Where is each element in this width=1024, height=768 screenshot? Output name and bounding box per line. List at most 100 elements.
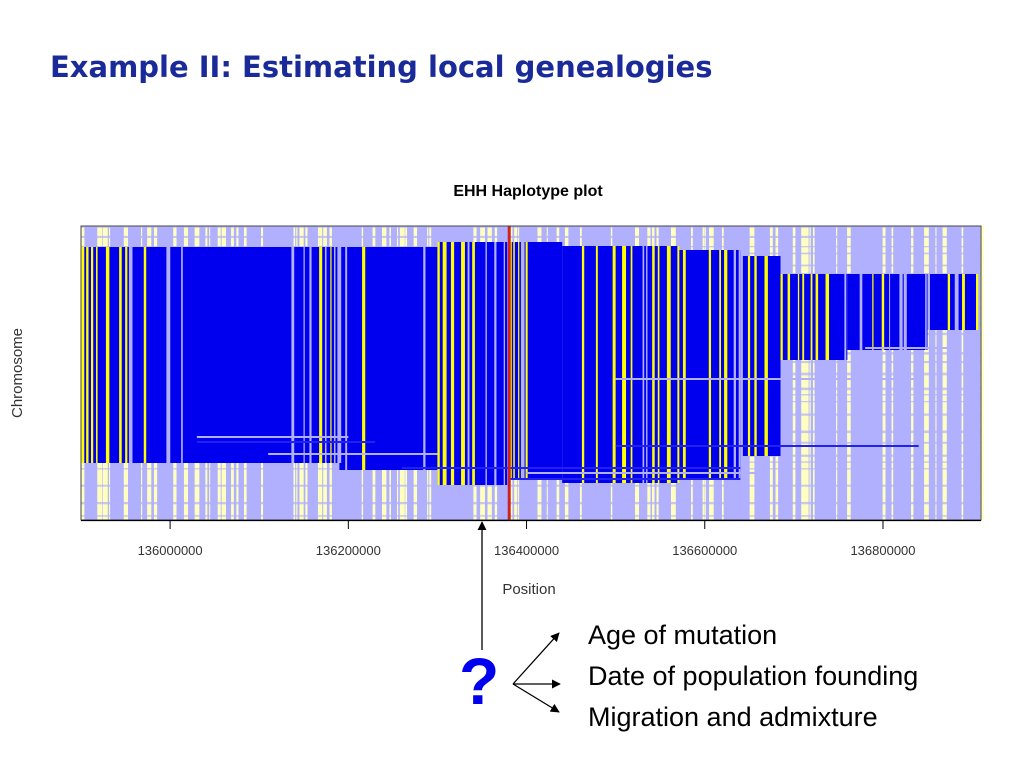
- core-snp-marker: [507, 226, 511, 520]
- variant-site-column: [872, 274, 874, 350]
- variant-site-column: [976, 274, 979, 330]
- variant-site-column: [889, 274, 891, 350]
- variant-site-column: [595, 246, 598, 483]
- variant-site-column: [525, 242, 528, 480]
- breakpoint-line: [615, 378, 919, 380]
- variant-site-column: [859, 274, 863, 350]
- variant-site-column: [362, 247, 366, 470]
- y-axis-label: Chromosome: [9, 328, 26, 418]
- variant-site-column: [844, 274, 847, 360]
- variant-site-column: [96, 247, 98, 463]
- variant-site-column: [954, 274, 959, 330]
- haplotype-segment: [339, 247, 438, 470]
- x-tick-label: 136800000: [850, 543, 915, 558]
- variant-site-column: [612, 246, 616, 483]
- variant-site-column: [309, 247, 312, 463]
- variant-site-column: [467, 242, 470, 485]
- variant-site-column: [815, 274, 819, 360]
- variant-site-column: [642, 246, 645, 483]
- variant-site-column: [677, 246, 680, 483]
- variant-site-column: [747, 256, 751, 456]
- breakpoint-line: [865, 347, 955, 349]
- haplotype-segment: [927, 274, 977, 330]
- variant-site-column: [520, 242, 525, 480]
- breakpoint-line: [526, 472, 759, 474]
- variant-site-column: [724, 250, 728, 478]
- question-mark-icon: ?: [459, 644, 500, 718]
- variant-site-column: [657, 246, 660, 483]
- variant-texture-column: [980, 226, 984, 520]
- x-tick-label: 136400000: [494, 543, 559, 558]
- variant-site-column: [450, 242, 455, 485]
- x-axis-label: Position: [502, 581, 555, 598]
- outcome-migration-admixture: Migration and admixture: [588, 702, 878, 732]
- variant-site-column: [764, 256, 768, 456]
- variant-site-column: [461, 242, 465, 485]
- variant-site-column: [324, 247, 327, 463]
- variant-site-column: [442, 242, 447, 485]
- variant-site-column: [513, 242, 515, 480]
- variant-site-column: [881, 274, 885, 350]
- slide-title: Example II: Estimating local genealogies: [50, 50, 713, 84]
- variant-site-column: [337, 247, 342, 463]
- haplotype-breakpoints: [196, 347, 955, 480]
- variant-site-column: [181, 247, 183, 463]
- breakpoint-line: [508, 478, 741, 480]
- variant-site-column: [899, 274, 903, 350]
- x-tick-label: 136200000: [316, 543, 381, 558]
- variant-site-column: [947, 274, 951, 330]
- variant-site-column: [666, 246, 671, 483]
- haplotype-row-stripe: [81, 235, 981, 238]
- variant-site-column: [472, 242, 475, 485]
- breakpoint-line: [615, 445, 919, 447]
- variant-site-column: [90, 247, 94, 463]
- x-tick-label: 136600000: [672, 543, 737, 558]
- variant-site-column: [334, 247, 336, 463]
- variant-site-column: [780, 274, 783, 360]
- breakpoint-line: [196, 436, 349, 438]
- variant-site-column: [733, 250, 736, 478]
- outcome-age-of-mutation: Age of mutation: [588, 620, 778, 650]
- variant-site-column: [925, 274, 927, 350]
- variant-site-column: [437, 242, 440, 485]
- variant-site-column: [86, 247, 89, 463]
- variant-site-column: [105, 247, 110, 463]
- variant-site-column: [128, 247, 133, 463]
- variant-site-column: [719, 250, 721, 478]
- variant-site-column: [345, 247, 348, 470]
- haplotype-segment: [508, 242, 563, 480]
- breakpoint-line: [401, 467, 741, 469]
- variant-site-column: [81, 247, 85, 463]
- variant-site-column: [740, 256, 743, 456]
- haplotype-segment: [740, 256, 781, 456]
- variant-site-column: [319, 247, 323, 463]
- variant-site-column: [125, 247, 128, 463]
- breakpoint-line: [268, 453, 438, 455]
- variant-site-column: [303, 247, 305, 463]
- haplotype-row-stripe: [81, 484, 981, 487]
- haplotype-row-stripe: [81, 515, 981, 517]
- outcome-list: Age of mutation Date of population found…: [588, 615, 918, 738]
- variant-site-column: [485, 242, 487, 485]
- variant-site-column: [810, 274, 813, 360]
- variant-site-column: [682, 250, 686, 478]
- variant-site-column: [630, 246, 633, 483]
- variant-site-column: [962, 274, 965, 330]
- x-tick-label: 136000000: [138, 543, 203, 558]
- haplotype-segment: [562, 246, 679, 483]
- variant-site-column: [927, 274, 930, 330]
- variant-site-column: [738, 250, 741, 478]
- branch-arrow-down: [512, 683, 560, 713]
- variant-site-column: [423, 247, 426, 470]
- breakpoint-line: [196, 441, 376, 443]
- variant-site-column: [291, 247, 295, 463]
- variant-site-column: [802, 274, 805, 360]
- variant-site-column: [166, 247, 171, 463]
- variant-site-column: [581, 246, 585, 483]
- variant-site-column: [797, 274, 800, 360]
- variant-site-column: [903, 274, 907, 350]
- variant-site-column: [330, 247, 332, 463]
- variant-site-column: [652, 246, 655, 483]
- variant-site-column: [622, 246, 627, 483]
